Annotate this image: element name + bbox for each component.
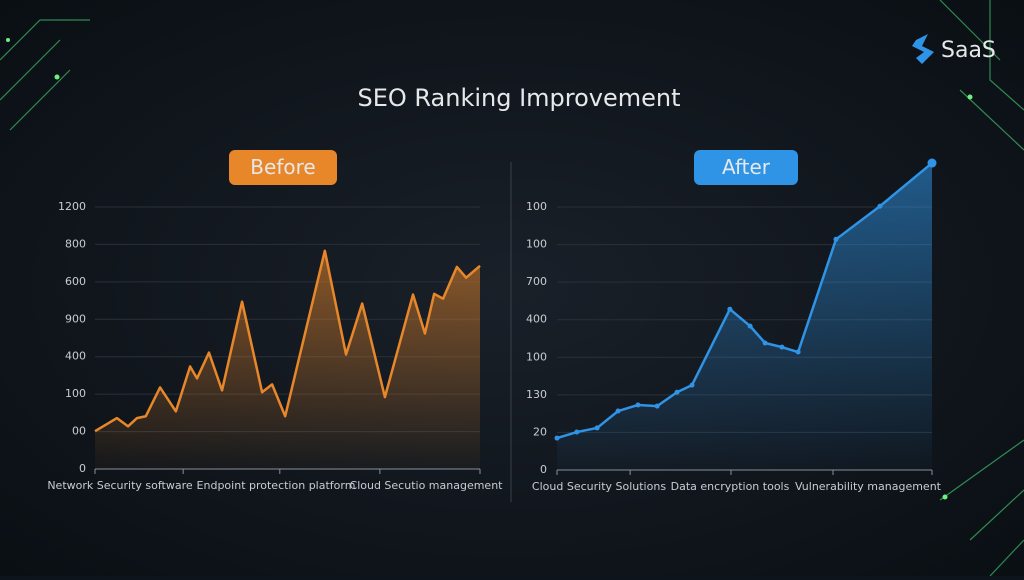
y-tick-label: 900	[65, 312, 86, 325]
y-tick-label: 1200	[58, 200, 86, 213]
y-tick-label: 0	[540, 463, 547, 476]
point	[795, 349, 801, 355]
point	[779, 344, 785, 350]
point	[689, 382, 695, 388]
point	[747, 323, 753, 329]
circuit-dots	[6, 38, 973, 500]
point	[727, 306, 733, 312]
badge	[229, 150, 337, 185]
badge	[694, 150, 798, 185]
point	[574, 429, 580, 435]
point	[877, 203, 883, 209]
line	[94, 249, 481, 433]
y-tick-label: 400	[526, 313, 547, 326]
point	[654, 403, 660, 409]
point	[635, 402, 641, 408]
badge-label: Before	[250, 155, 315, 179]
y-tick-label: 700	[526, 275, 547, 288]
title: SEO Ranking Improvement	[357, 84, 680, 112]
y-tick-label: 100	[65, 387, 86, 400]
y-tick-label: 100	[526, 238, 547, 251]
point	[615, 408, 621, 414]
y-tick-label: 0	[79, 462, 86, 475]
y-tick-label: 100	[526, 200, 547, 213]
brand-name: SaaS	[941, 38, 996, 63]
y-tick-label: 800	[65, 237, 86, 250]
point	[927, 158, 937, 168]
badge-label: After	[722, 155, 771, 179]
line	[556, 162, 933, 440]
x-label: Data encryption tools	[671, 480, 790, 493]
x-label: Cloud Security Solutions	[532, 480, 666, 493]
area	[95, 250, 480, 469]
point	[554, 435, 560, 441]
brand-logo	[912, 34, 934, 64]
point	[833, 236, 839, 242]
point	[674, 389, 680, 395]
y-tick-label: 400	[65, 350, 86, 363]
x-label: Vulnerability management	[795, 480, 942, 493]
y-tick-label: 130	[526, 388, 547, 401]
x-label: Endpoint protection platform	[197, 479, 356, 492]
y-tick-label: 00	[72, 425, 86, 438]
x-label: Network Security software	[47, 479, 193, 492]
y-tick-label: 600	[65, 275, 86, 288]
y-tick-label: 20	[533, 425, 547, 438]
x-label: Cloud Secutio management	[350, 479, 504, 492]
point	[594, 425, 600, 431]
point	[762, 340, 768, 346]
y-tick-label: 100	[526, 350, 547, 363]
